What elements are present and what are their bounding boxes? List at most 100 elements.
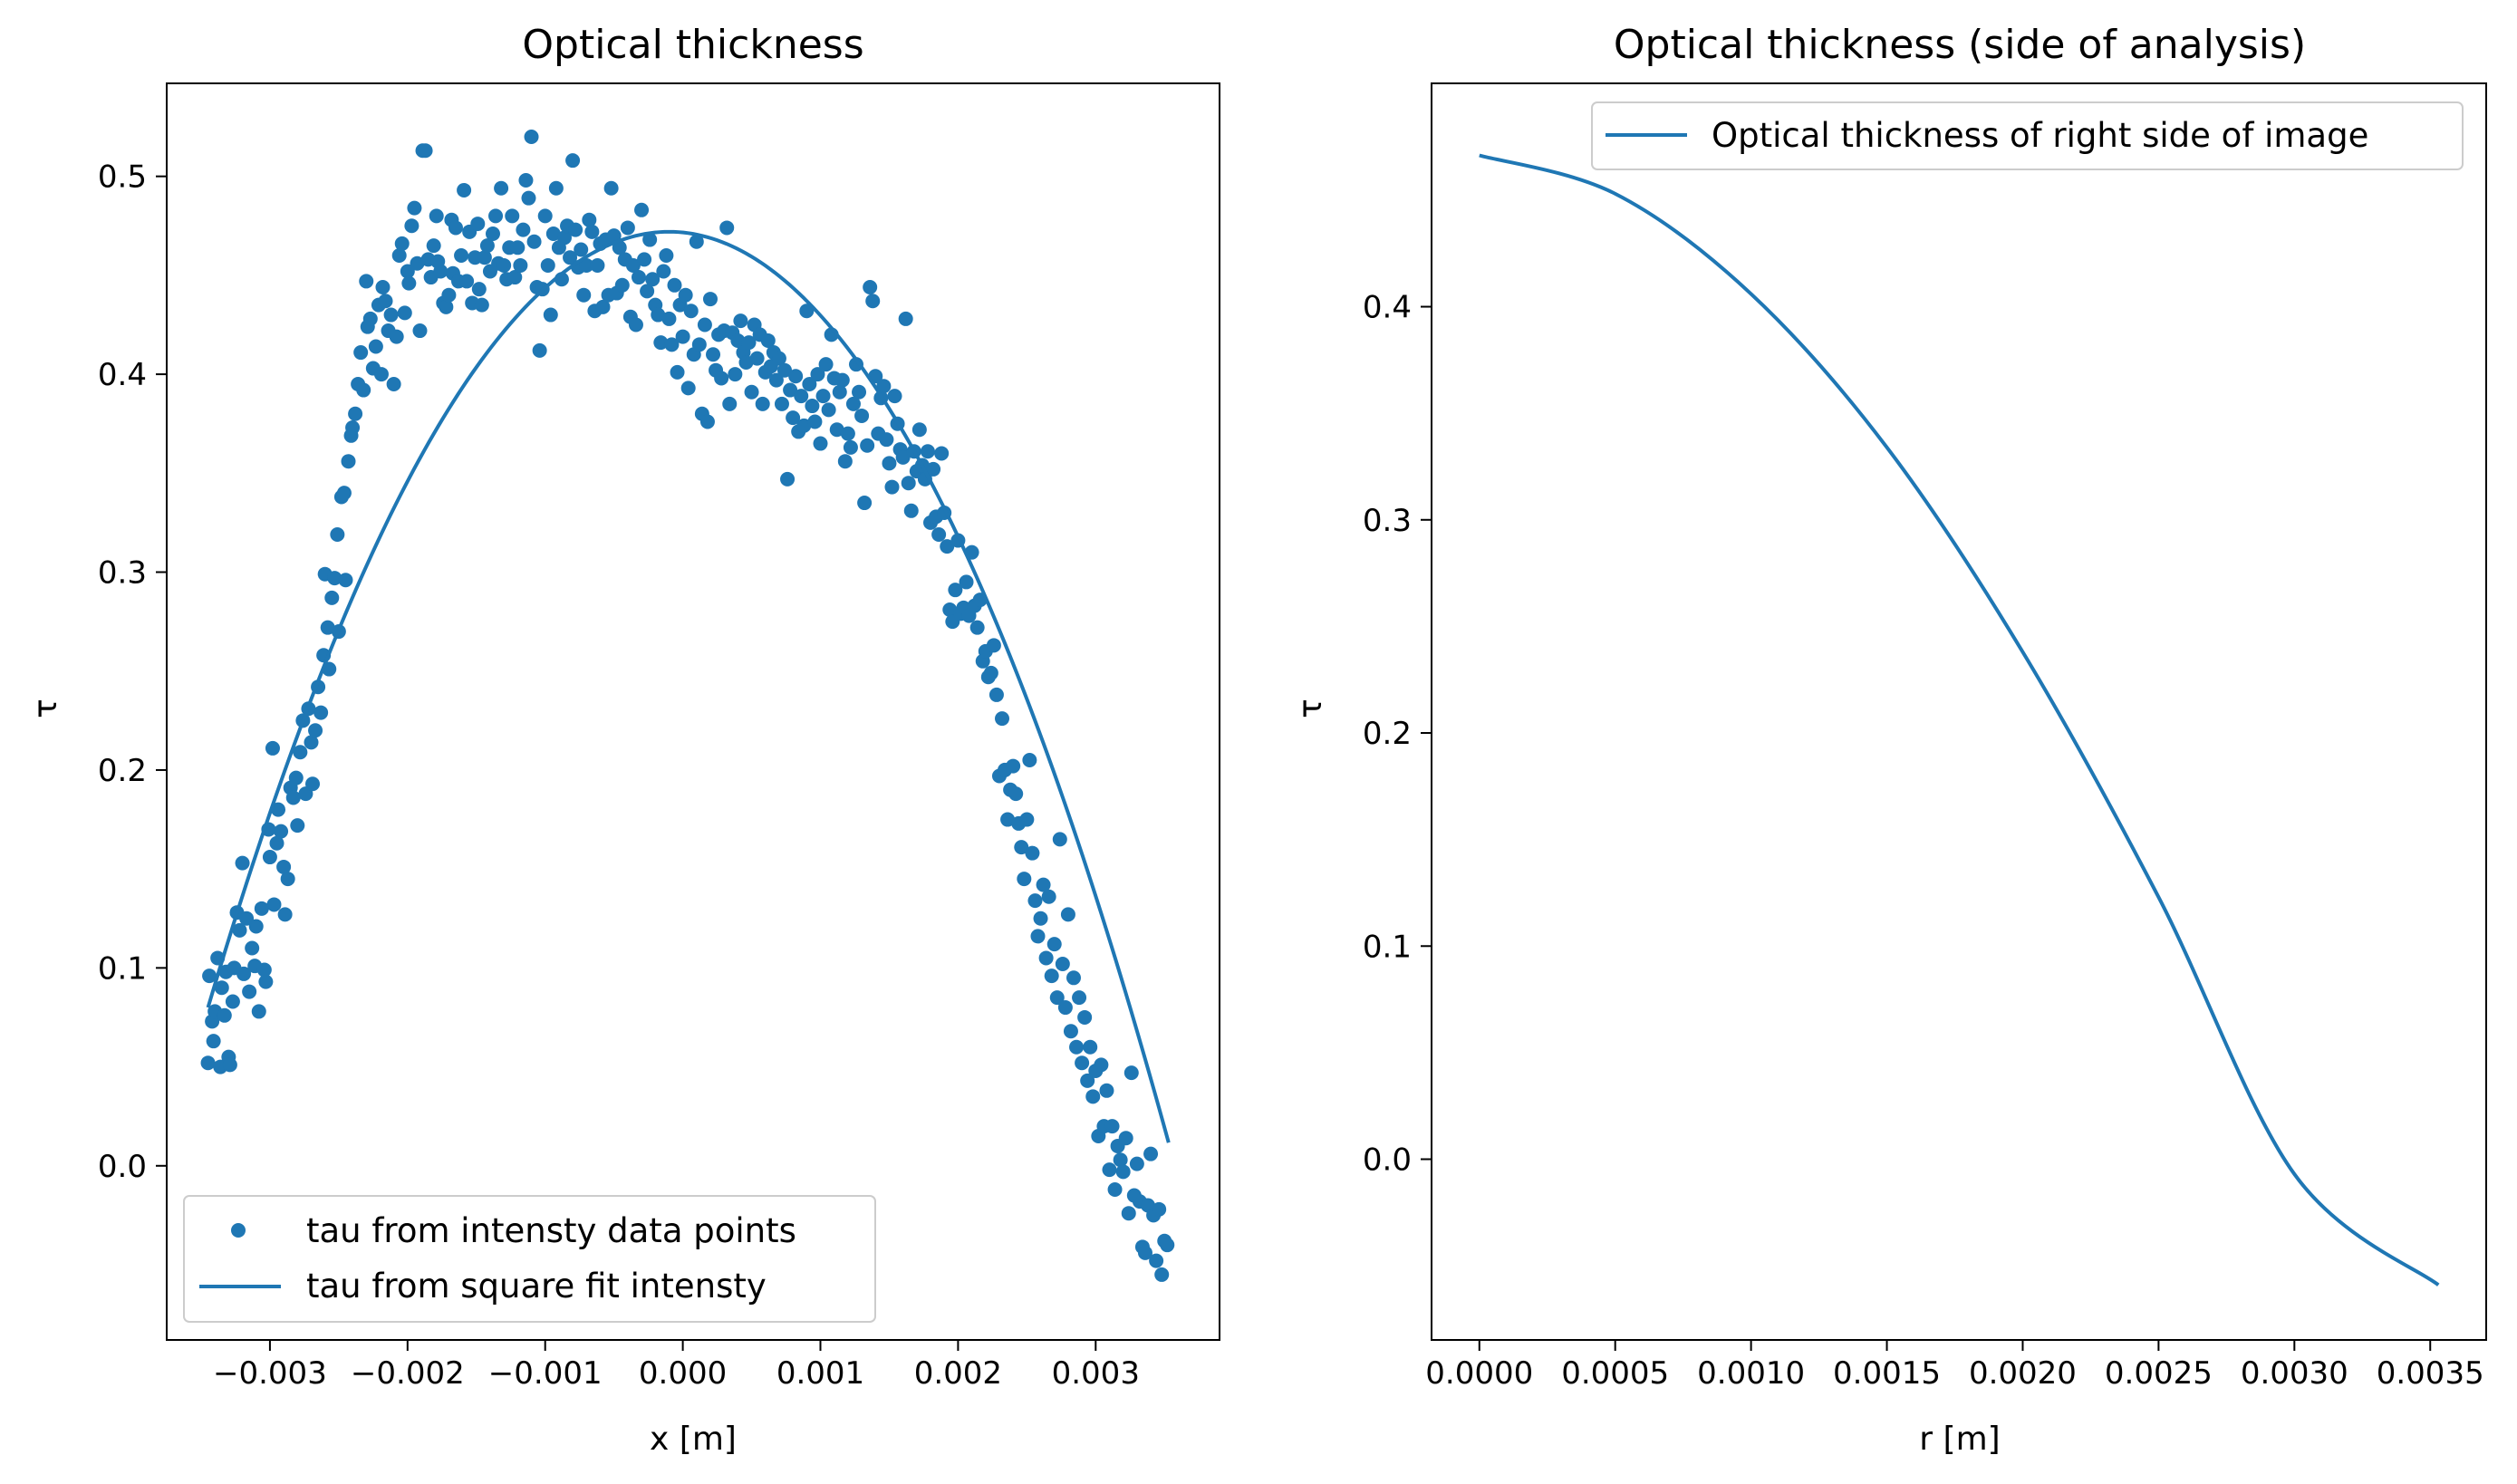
scatter-point bbox=[433, 264, 448, 279]
left-chart: Optical thickness x [m] τ −0.003 −0.002 −0… bbox=[27, 22, 1220, 1458]
scatter-point bbox=[457, 182, 472, 198]
right-chart-x-tick-label: 0.0030 bbox=[2241, 1355, 2348, 1392]
left-chart-x-tick-label: 0.000 bbox=[639, 1355, 727, 1392]
scatter-point bbox=[738, 354, 754, 370]
scatter-point bbox=[829, 422, 844, 438]
scatter-point bbox=[749, 351, 765, 366]
scatter-point bbox=[661, 311, 677, 326]
scatter-point bbox=[397, 305, 412, 321]
left-chart-y-tick-label: 0.4 bbox=[98, 357, 147, 393]
scatter-point bbox=[986, 638, 1001, 653]
scatter-point bbox=[860, 438, 875, 453]
scatter-point bbox=[802, 377, 817, 392]
scatter-point bbox=[576, 287, 592, 303]
right-chart-y-tick-label: 0.1 bbox=[1363, 929, 1412, 965]
scatter-point bbox=[274, 824, 289, 839]
scatter-point bbox=[276, 859, 292, 874]
scatter-point bbox=[995, 711, 1010, 727]
scatter-point bbox=[1049, 990, 1065, 1006]
legend-marker-scatter bbox=[231, 1223, 246, 1238]
scatter-point bbox=[1019, 812, 1035, 827]
scatter-point bbox=[843, 439, 858, 455]
scatter-point bbox=[603, 180, 619, 196]
scatter-point bbox=[375, 279, 391, 294]
scatter-point bbox=[988, 687, 1004, 702]
left-chart-plot-area bbox=[200, 129, 1175, 1282]
scatter-point bbox=[568, 222, 583, 237]
scatter-point bbox=[407, 200, 422, 216]
right-chart-y-tick-label: 0.2 bbox=[1363, 716, 1412, 752]
scatter-point bbox=[1027, 893, 1043, 909]
scatter-point bbox=[637, 252, 652, 267]
right-chart-x-tick-label: 0.0025 bbox=[2105, 1355, 2213, 1392]
scatter-point bbox=[969, 620, 985, 635]
scatter-point bbox=[920, 444, 935, 459]
scatter-point bbox=[1006, 758, 1021, 774]
scatter-point bbox=[206, 1034, 221, 1049]
left-chart-frame bbox=[166, 82, 1220, 1341]
scatter-point bbox=[579, 257, 594, 273]
left-chart-x-ticks: −0.003 −0.002 −0.001 0.000 0.001 0.002 0.003 bbox=[213, 1340, 1140, 1392]
scatter-point bbox=[574, 242, 589, 257]
left-chart-x-tick-label: 0.001 bbox=[776, 1355, 864, 1392]
right-chart-legend: Optical thickness of right side of image bbox=[1591, 101, 2464, 170]
right-chart-x-tick-label: 0.0010 bbox=[1697, 1355, 1805, 1392]
scatter-point bbox=[837, 454, 853, 469]
scatter-point bbox=[285, 790, 301, 805]
scatter-point bbox=[368, 339, 383, 354]
scatter-point bbox=[664, 337, 680, 352]
scatter-point bbox=[632, 270, 647, 285]
scatter-point bbox=[667, 277, 682, 293]
scatter-point bbox=[258, 974, 274, 989]
scatter-point bbox=[879, 432, 894, 448]
scatter-point bbox=[728, 367, 743, 382]
scatter-point bbox=[356, 382, 371, 398]
scatter-point bbox=[348, 406, 363, 421]
scatter-point bbox=[532, 342, 547, 358]
scatter-point bbox=[563, 250, 578, 265]
scatter-point bbox=[903, 503, 919, 518]
scatter-point bbox=[595, 299, 611, 314]
scatter-point bbox=[471, 282, 487, 297]
scatter-point bbox=[730, 332, 746, 348]
scatter-point bbox=[543, 307, 558, 323]
scatter-point bbox=[940, 539, 955, 554]
scatter-point bbox=[1038, 950, 1054, 966]
scatter-point bbox=[293, 745, 308, 760]
left-chart-xlabel: x [m] bbox=[650, 1421, 737, 1458]
scatter-point bbox=[386, 377, 401, 392]
scatter-point bbox=[518, 173, 534, 188]
scatter-point bbox=[799, 304, 815, 319]
scatter-point bbox=[521, 190, 536, 206]
scatter-point bbox=[813, 436, 828, 451]
legend-label-fit-line: tau from square fit intensty bbox=[306, 1267, 767, 1306]
scatter-point bbox=[882, 456, 897, 471]
scatter-point bbox=[805, 399, 820, 414]
scatter-point bbox=[324, 590, 340, 605]
scatter-point bbox=[1036, 877, 1051, 892]
scatter-point bbox=[606, 228, 622, 244]
scatter-point bbox=[304, 735, 319, 750]
scatter-point bbox=[865, 294, 881, 309]
scatter-point bbox=[926, 461, 941, 477]
left-chart-legend-box bbox=[183, 1195, 876, 1323]
scatter-point bbox=[389, 329, 404, 344]
right-chart-x-tick-label: 0.0015 bbox=[1833, 1355, 1941, 1392]
scatter-point bbox=[277, 907, 293, 922]
scatter-point bbox=[697, 317, 712, 332]
scatter-point bbox=[280, 872, 295, 887]
scatter-point bbox=[1063, 1024, 1078, 1039]
scatter-point bbox=[854, 408, 870, 423]
scatter-point bbox=[887, 389, 902, 404]
scatter-point bbox=[410, 255, 425, 271]
scatter-point bbox=[488, 208, 504, 224]
scatter-point bbox=[239, 911, 255, 926]
scatter-point bbox=[931, 527, 947, 543]
scatter-point bbox=[680, 381, 696, 396]
scatter-point bbox=[1025, 845, 1040, 861]
scatter-point bbox=[1113, 1152, 1128, 1168]
scatter-point bbox=[1129, 1156, 1144, 1171]
scatter-point bbox=[1072, 990, 1087, 1006]
scatter-point bbox=[236, 966, 252, 981]
